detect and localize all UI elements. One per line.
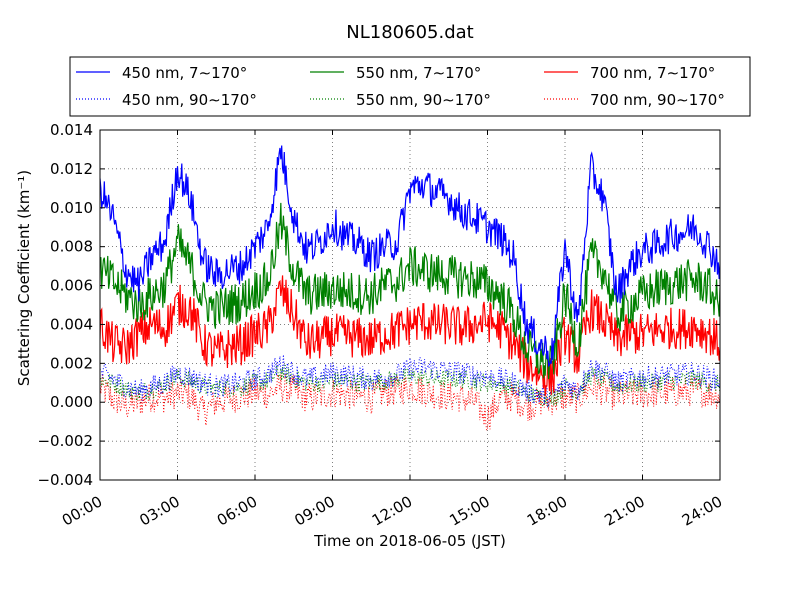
y-axis-label: Scattering Coefficient (km⁻¹) xyxy=(15,170,33,386)
x-tick-label: 21:00 xyxy=(601,492,647,529)
x-tick-label: 09:00 xyxy=(291,492,337,529)
legend-label: 450 nm, 90∼170° xyxy=(122,91,257,109)
legend-label: 550 nm, 7∼170° xyxy=(356,64,481,82)
legend: 450 nm, 7∼170° 450 nm, 90∼170° 550 nm, 7∼1… xyxy=(69,56,751,117)
series-line xyxy=(100,354,720,408)
legend-label: 700 nm, 7∼170° xyxy=(590,64,715,82)
y-tick-label: 0.012 xyxy=(50,160,93,178)
x-tick-label: 03:00 xyxy=(136,492,182,529)
y-tick-label: 0.014 xyxy=(50,121,93,139)
x-tick-label: 06:00 xyxy=(214,492,260,529)
y-tick-label: 0.004 xyxy=(50,315,93,333)
y-tick-label: −0.002 xyxy=(37,432,93,450)
series-line xyxy=(100,363,720,408)
x-tick-label: 15:00 xyxy=(446,492,492,529)
plot-area: 00:00 03:00 06:00 09:00 12:00 15:00 18:00 21:00… xyxy=(37,121,725,530)
x-tick-label: 24:00 xyxy=(679,492,725,529)
series-line xyxy=(100,145,720,368)
legend-box xyxy=(69,56,751,117)
x-tick-label: 18:00 xyxy=(524,492,570,529)
y-tick-label: 0.008 xyxy=(50,238,93,256)
y-tick-label: 0.000 xyxy=(50,393,93,411)
y-tick-label: −0.004 xyxy=(37,471,93,489)
y-tick-label: 0.002 xyxy=(50,354,93,372)
y-tick-label: 0.010 xyxy=(50,199,93,217)
chart-title: NL180605.dat xyxy=(346,22,473,43)
legend-label: 550 nm, 90∼170° xyxy=(356,91,491,109)
y-tick-label: 0.006 xyxy=(50,277,93,295)
series-line xyxy=(100,202,720,380)
x-axis-label: Time on 2018-06-05 (JST) xyxy=(313,532,506,550)
legend-label: 700 nm, 90∼170° xyxy=(590,91,725,109)
x-tick-label: 12:00 xyxy=(369,492,415,529)
legend-label: 450 nm, 7∼170° xyxy=(122,64,247,82)
x-tick-label: 00:00 xyxy=(59,492,105,529)
